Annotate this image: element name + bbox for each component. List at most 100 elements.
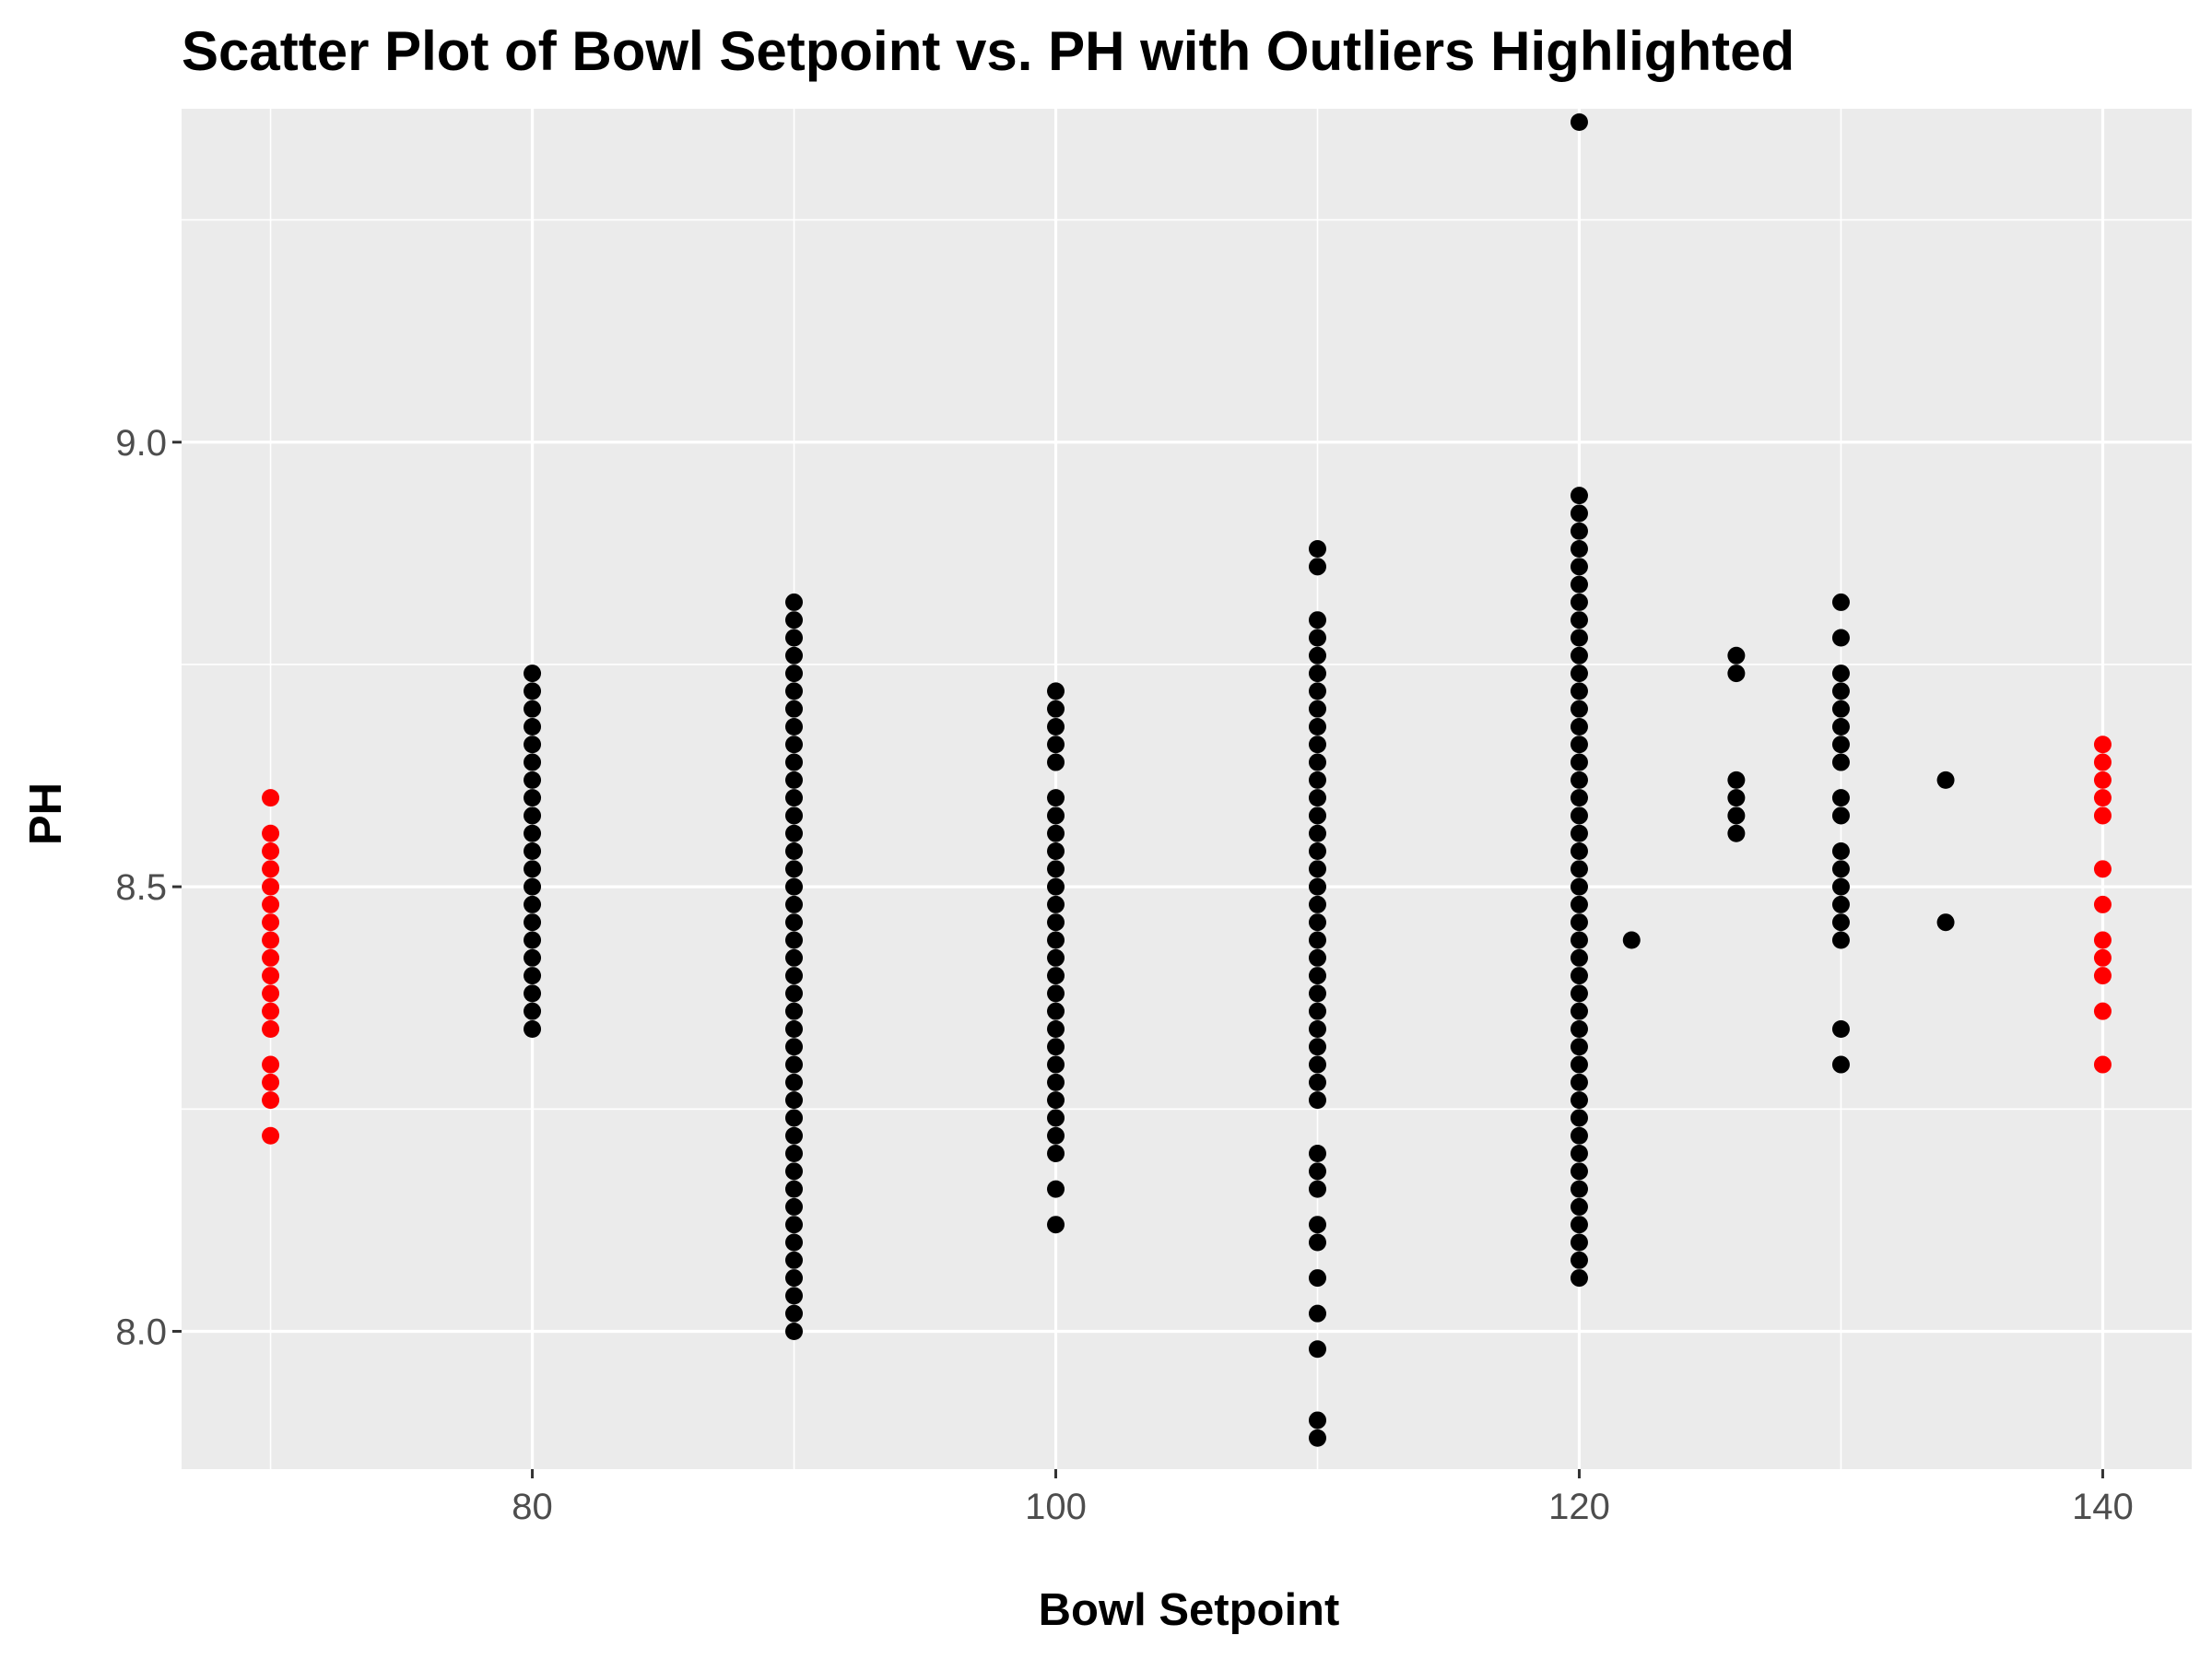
data-point <box>524 700 542 718</box>
data-point <box>785 611 804 629</box>
data-point <box>524 860 542 878</box>
data-point <box>1047 967 1065 985</box>
data-point <box>1570 1233 1588 1252</box>
data-point <box>1047 1002 1065 1020</box>
data-point <box>785 1091 804 1110</box>
data-point <box>785 593 804 611</box>
data-point <box>1308 1019 1326 1038</box>
data-point <box>785 717 804 735</box>
data-point <box>1047 1180 1065 1198</box>
data-point <box>1570 860 1588 878</box>
data-point <box>1308 842 1326 861</box>
data-point <box>1308 789 1326 807</box>
y-tick-label: 9.0 <box>115 423 167 464</box>
data-point <box>1047 806 1065 825</box>
data-point <box>1570 1038 1588 1056</box>
data-point <box>1727 824 1746 842</box>
data-point <box>1308 646 1326 665</box>
data-point <box>1047 735 1065 754</box>
outlier-point <box>262 842 280 861</box>
data-point <box>785 842 804 861</box>
data-point <box>1831 842 1850 861</box>
data-point <box>1570 1019 1588 1038</box>
data-point <box>1308 1162 1326 1181</box>
data-point <box>524 877 542 896</box>
data-point <box>1308 895 1326 913</box>
data-point <box>1047 1109 1065 1127</box>
data-point <box>524 824 542 842</box>
data-point <box>1570 629 1588 647</box>
x-tick-label: 100 <box>1025 1487 1087 1527</box>
data-point <box>785 665 804 683</box>
data-point <box>785 1126 804 1145</box>
data-point <box>1570 913 1588 932</box>
x-tick-label: 120 <box>1548 1487 1610 1527</box>
data-point <box>1570 682 1588 700</box>
data-point <box>1308 1145 1326 1163</box>
data-point <box>1570 487 1588 505</box>
outlier-point <box>2093 1002 2112 1020</box>
y-tick-label: 8.5 <box>115 867 167 908</box>
data-point <box>1308 913 1326 932</box>
data-point <box>1570 1126 1588 1145</box>
data-point <box>1570 1269 1588 1288</box>
data-point <box>1936 771 1955 789</box>
data-point <box>785 948 804 967</box>
outlier-point <box>2093 967 2112 985</box>
data-point <box>1308 860 1326 878</box>
data-point <box>1831 593 1850 611</box>
data-point <box>524 842 542 861</box>
outlier-point <box>2093 931 2112 949</box>
data-point <box>1936 913 1955 932</box>
data-point <box>1831 1055 1850 1074</box>
data-point <box>1308 1411 1326 1430</box>
data-point <box>1570 1091 1588 1110</box>
outlier-point <box>262 789 280 807</box>
data-point <box>1308 735 1326 754</box>
data-point <box>785 860 804 878</box>
data-point <box>785 789 804 807</box>
data-point <box>1570 717 1588 735</box>
data-point <box>524 1002 542 1020</box>
data-point <box>1831 877 1850 896</box>
outlier-point <box>2093 771 2112 789</box>
data-point <box>524 913 542 932</box>
data-point <box>1570 842 1588 861</box>
data-point <box>1831 682 1850 700</box>
data-point <box>1308 824 1326 842</box>
data-point <box>524 682 542 700</box>
data-point <box>785 931 804 949</box>
data-point <box>1047 1019 1065 1038</box>
data-point <box>1570 806 1588 825</box>
data-point <box>524 967 542 985</box>
data-point <box>1831 629 1850 647</box>
data-point <box>1047 877 1065 896</box>
data-point <box>1047 1073 1065 1091</box>
data-point <box>1308 753 1326 771</box>
data-point <box>785 877 804 896</box>
data-point <box>1570 824 1588 842</box>
data-point <box>524 665 542 683</box>
data-point <box>1727 806 1746 825</box>
plot-panel <box>182 109 2192 1469</box>
data-point <box>1047 860 1065 878</box>
data-point <box>1308 1269 1326 1288</box>
data-point <box>1047 948 1065 967</box>
data-point <box>1570 540 1588 559</box>
data-point <box>1047 682 1065 700</box>
data-point <box>785 913 804 932</box>
data-point <box>524 1019 542 1038</box>
data-point <box>1570 948 1588 967</box>
data-point <box>524 806 542 825</box>
data-point <box>524 789 542 807</box>
data-point <box>1831 895 1850 913</box>
data-point <box>1831 753 1850 771</box>
data-point <box>1831 665 1850 683</box>
data-point <box>1831 913 1850 932</box>
data-point <box>1831 789 1850 807</box>
data-point <box>1570 1197 1588 1216</box>
data-point <box>1047 1145 1065 1163</box>
data-point <box>785 735 804 754</box>
data-point <box>1308 629 1326 647</box>
